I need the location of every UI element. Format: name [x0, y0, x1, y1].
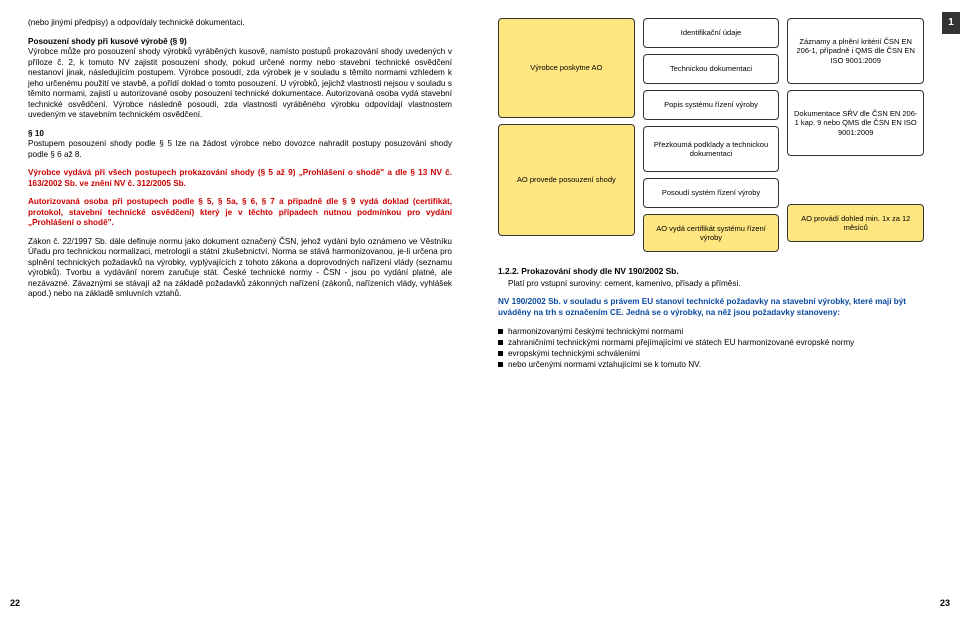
- flow-box: AO vydá certifikát systému řízení výroby: [643, 214, 780, 252]
- flow-box: Posoudí systém řízení výroby: [643, 178, 780, 208]
- bullet-item: harmonizovanými českými technickými norm…: [498, 326, 924, 337]
- section-10: § 10 Postupem posouzení shody podle § 5 …: [28, 129, 452, 161]
- flow-box: Technickou dokumentaci: [643, 54, 780, 84]
- flowchart: Výrobce poskytne AOAO provede posouzení …: [498, 18, 924, 252]
- page-right: Výrobce poskytne AOAO provede posouzení …: [480, 0, 960, 618]
- flow-box: Přezkoumá podklady a technickou dokument…: [643, 126, 780, 172]
- red-note-1: Výrobce vydává při všech postupech proka…: [28, 168, 452, 189]
- page-number-right: 23: [940, 598, 950, 610]
- bullet-item: evropskými technickými schváleními: [498, 348, 924, 359]
- section-10-num: § 10: [28, 129, 44, 138]
- flow-box: Identifikační údaje: [643, 18, 780, 48]
- section-9: Posouzení shody při kusové výrobě (§ 9) …: [28, 37, 452, 121]
- bullet-item: nebo určenými normami vztahujícími se k …: [498, 359, 924, 370]
- chapter-tab: 1: [942, 12, 960, 34]
- flow-box: Záznamy a plnění kritérií ČSN EN 206-1, …: [787, 18, 924, 84]
- intro-fragment: (nebo jinými předpisy) a odpovídaly tech…: [28, 18, 452, 29]
- page-number-left: 22: [10, 598, 20, 610]
- bullet-list: harmonizovanými českými technickými norm…: [498, 326, 924, 370]
- bullet-item: zahraničními technickými normami přejíma…: [498, 337, 924, 348]
- flow-box: Popis systému řízení výroby: [643, 90, 780, 120]
- flow-box: Výrobce poskytne AO: [498, 18, 635, 118]
- nv-intro: NV 190/2002 Sb. v souladu s právem EU st…: [498, 297, 924, 318]
- flow-col-1: Výrobce poskytne AOAO provede posouzení …: [498, 18, 635, 252]
- heading-1-2-2: 1.2.2. Prokazování shody dle NV 190/2002…: [498, 266, 924, 277]
- section-10-body: Postupem posouzení shody podle § 5 lze n…: [28, 139, 452, 159]
- zakon-paragraph: Zákon č. 22/1997 Sb. dále definuje normu…: [28, 237, 452, 300]
- section-9-title: Posouzení shody při kusové výrobě (§ 9): [28, 37, 187, 46]
- flow-box: Dokumentace SŘV dle ČSN EN 206-1 kap. 9 …: [787, 90, 924, 156]
- red-note-2: Autorizovaná osoba při postupech podle §…: [28, 197, 452, 229]
- flow-box: AO provede posouzení shody: [498, 124, 635, 236]
- flow-box: AO provádí dohled min. 1x za 12 měsíců: [787, 204, 924, 242]
- page-spread: (nebo jinými předpisy) a odpovídaly tech…: [0, 0, 960, 618]
- heading-1-2-2-sub: Platí pro vstupní suroviny: cement, kame…: [498, 279, 924, 290]
- section-9-body: Výrobce může pro posouzení shody výrobků…: [28, 47, 452, 119]
- page-left: (nebo jinými předpisy) a odpovídaly tech…: [0, 0, 480, 618]
- flow-col-2: Identifikační údaje Technickou dokumentac…: [643, 18, 780, 252]
- flow-col-3: Záznamy a plnění kritérií ČSN EN 206-1, …: [787, 18, 924, 252]
